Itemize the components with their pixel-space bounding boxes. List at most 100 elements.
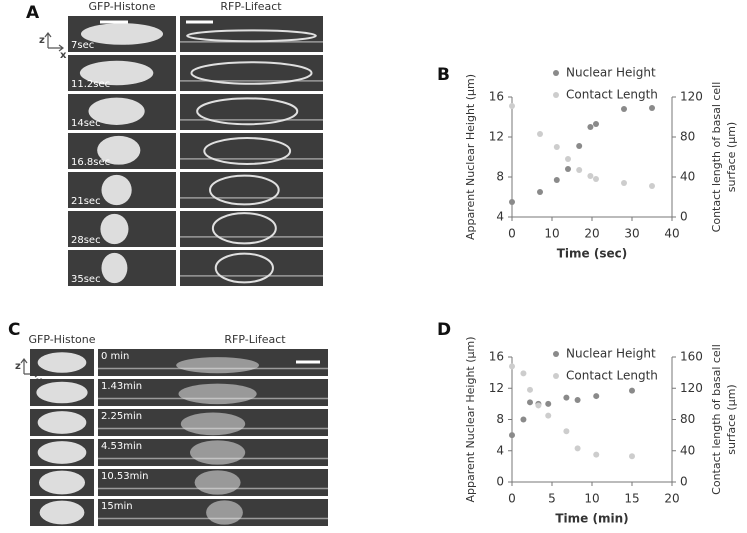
cell-signal (211, 212, 277, 245)
data-point (576, 143, 583, 149)
data-point (563, 394, 570, 401)
image-frame (180, 172, 323, 208)
cell-signal (37, 352, 87, 373)
y-tick-label: 8 (496, 170, 504, 184)
x-tick-label: 15 (624, 492, 639, 506)
y2-axis-label: surface (µm) (725, 384, 738, 454)
y2-tick-label: 40 (680, 170, 695, 184)
cell-signal (203, 137, 292, 165)
legend-label: Nuclear Height (566, 347, 656, 361)
data-point (587, 173, 594, 179)
data-point (509, 103, 515, 109)
cell-signal (37, 411, 87, 434)
cell-signal (97, 135, 141, 165)
legend-marker (553, 70, 559, 76)
y-tick-label: 8 (496, 412, 504, 426)
legend-label: Nuclear Height (566, 66, 656, 80)
x-axis-label: Time (min) (555, 512, 628, 526)
data-point (621, 180, 627, 186)
data-point (593, 176, 599, 182)
x-tick-label: 10 (544, 227, 559, 241)
column-header: RFP-Lifeact (220, 0, 282, 13)
time-label: 35sec (71, 274, 101, 285)
time-label: 7sec (71, 40, 94, 51)
x-tick-label: 0 (508, 227, 516, 241)
time-label: 16.8sec (71, 157, 110, 168)
data-point (649, 105, 655, 111)
cell-signal (194, 470, 241, 495)
y-tick-label: 12 (489, 381, 504, 395)
x-tick-label: 40 (664, 227, 679, 241)
y-tick-label: 12 (489, 130, 504, 144)
y2-tick-label: 0 (680, 210, 688, 224)
y2-tick-label: 120 (680, 381, 703, 395)
y-tick-label: 0 (496, 475, 504, 489)
data-point (520, 416, 527, 423)
x-tick-label: 0 (508, 492, 516, 506)
y2-tick-label: 80 (680, 412, 695, 426)
data-point (587, 124, 594, 130)
column-header: GFP-Histone (88, 0, 155, 13)
legend-label: Contact Length (566, 369, 658, 383)
data-point (509, 363, 515, 370)
cell-signal (36, 381, 88, 404)
data-point (553, 144, 560, 150)
y-tick-label: 16 (489, 90, 504, 104)
data-point (593, 451, 600, 458)
y2-axis-label: Contact length of basal cell (710, 344, 723, 495)
panel-label: C (8, 320, 20, 340)
x-tick-label: 10 (584, 492, 599, 506)
data-point (621, 106, 627, 112)
time-label: 2.25min (101, 411, 142, 422)
panel-label: A (26, 3, 40, 23)
cell-signal (39, 500, 85, 525)
data-point (576, 167, 583, 173)
data-point (520, 370, 527, 377)
data-point (593, 393, 600, 400)
time-label: 10.53min (101, 471, 149, 482)
image-frame (180, 55, 323, 91)
time-label: 15min (101, 501, 133, 512)
data-point (509, 199, 515, 205)
cell-signal (88, 97, 145, 125)
cell-signal (186, 29, 317, 43)
axis-icon (44, 32, 64, 52)
panel-label: D (437, 320, 451, 340)
column-header: GFP-Histone (28, 333, 95, 346)
cell-signal (101, 174, 132, 206)
time-label: 4.53min (101, 441, 142, 452)
x-axis-label: Time (sec) (557, 247, 627, 261)
cell-signal (176, 357, 259, 374)
time-label: 0 min (101, 351, 129, 362)
x-tick-label: 30 (624, 227, 639, 241)
time-label: 11.2sec (71, 79, 110, 90)
y2-tick-label: 0 (680, 475, 688, 489)
column-header: RFP-Lifeact (224, 333, 286, 346)
data-point (593, 121, 599, 127)
cell-signal (180, 412, 246, 436)
cell-signal (214, 252, 274, 284)
cell-signal (209, 174, 280, 206)
legend-marker (553, 351, 559, 357)
cell-signal (80, 23, 164, 45)
time-label: 21sec (71, 196, 101, 207)
time-label: 28sec (71, 235, 101, 246)
data-point (509, 432, 515, 439)
data-point (629, 387, 635, 394)
time-label: 1.43min (101, 381, 142, 392)
cell-signal (79, 60, 154, 86)
y2-tick-label: 120 (680, 90, 703, 104)
data-point (565, 156, 571, 162)
data-point (649, 183, 655, 189)
cell-signal (100, 213, 129, 245)
time-label: 14sec (71, 118, 101, 129)
x-tick-label: 20 (584, 227, 599, 241)
cell-signal (196, 97, 299, 126)
cell-signal (101, 252, 128, 284)
axis-letter: z (39, 35, 45, 46)
x-tick-label: 5 (548, 492, 556, 506)
data-point (537, 131, 543, 137)
y2-axis-label: surface (µm) (725, 122, 738, 192)
cell-signal (178, 383, 257, 405)
